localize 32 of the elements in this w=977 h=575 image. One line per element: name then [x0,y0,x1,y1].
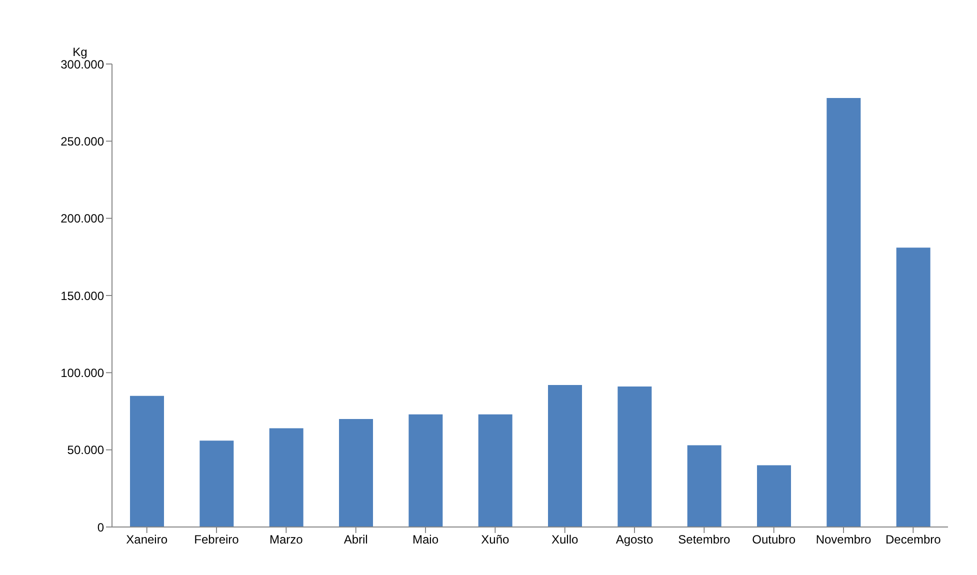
bar [339,418,373,527]
bar [826,98,861,527]
bar [408,414,443,527]
y-tick-label: 50.000 [67,443,104,458]
bar [896,248,930,527]
y-tick-label: 100.000 [60,366,104,380]
y-tick-label: 300.000 [60,57,104,72]
y-tick-label: 250.000 [60,134,104,148]
x-tick-label: Novembro [816,532,872,547]
x-tick-label: Setembro [678,532,731,547]
bar [618,386,652,527]
x-tick-label: Febreiro [194,532,240,547]
y-tick-label: 200.000 [60,212,104,226]
x-tick-label: Outubro [752,532,796,547]
y-tick-label: 0 [97,520,104,534]
bar [757,465,791,527]
bar [269,428,304,527]
x-tick-label: Abril [344,532,368,547]
x-tick-label: Decembro [885,532,942,547]
x-tick-label: Maio [412,532,439,547]
bar [478,414,512,527]
y-axis-title: Kg [72,45,88,59]
bar [548,385,582,527]
bar [687,445,722,527]
x-tick-label: Marzo [269,532,304,547]
bar [200,440,234,527]
x-tick-label: Xaneiro [126,532,168,547]
y-tick-label: 150.000 [60,288,104,303]
bar [130,396,164,527]
x-tick-label: Xullo [551,532,578,547]
x-tick-label: Agosto [616,532,654,547]
x-tick-label: Xuño [481,532,510,547]
